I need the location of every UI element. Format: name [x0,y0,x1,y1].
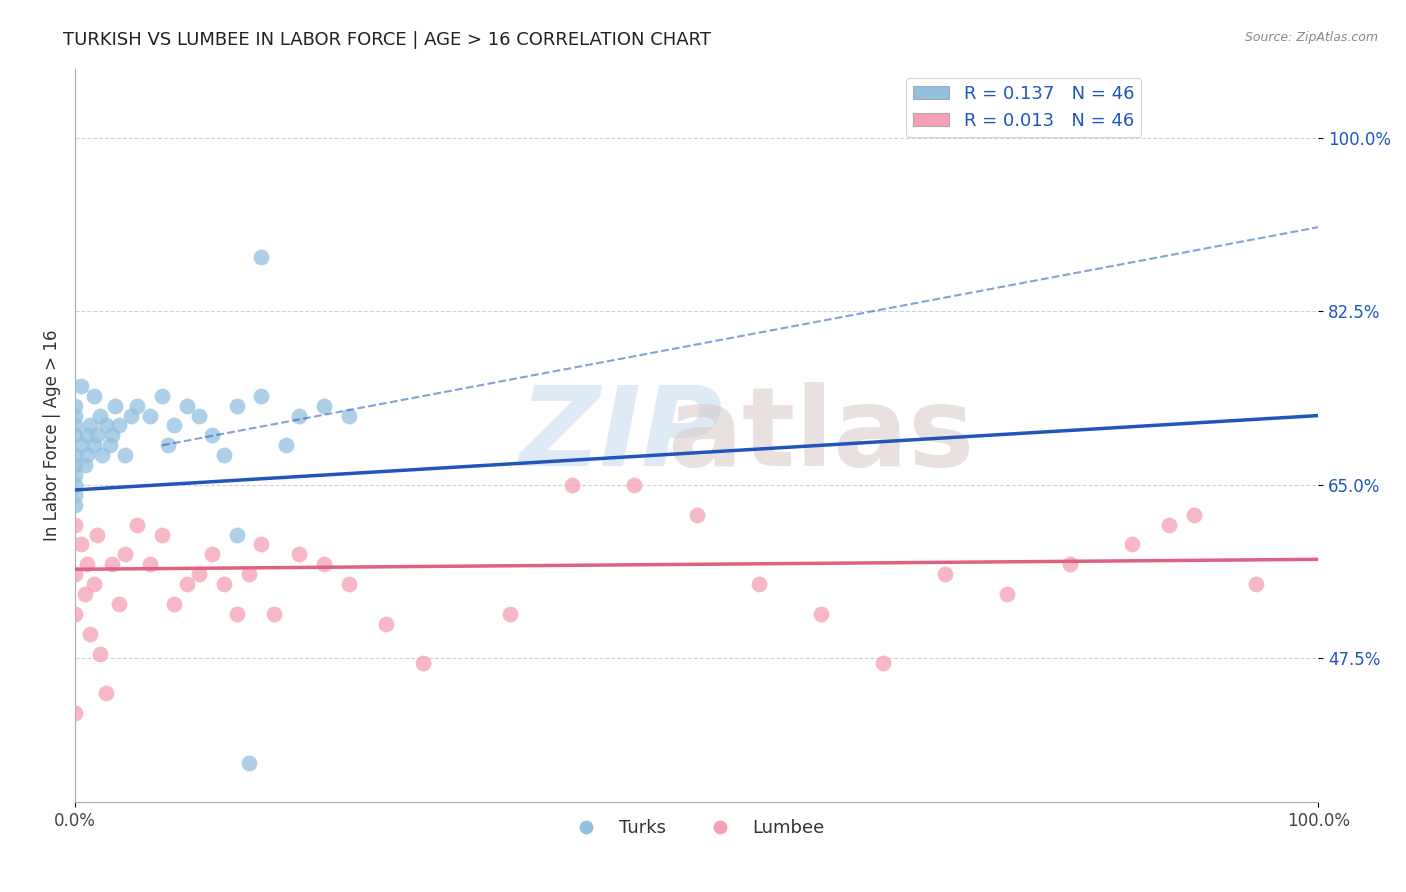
Text: TURKISH VS LUMBEE IN LABOR FORCE | AGE > 16 CORRELATION CHART: TURKISH VS LUMBEE IN LABOR FORCE | AGE >… [63,31,711,49]
Point [225,399,247,413]
Point [872,657,894,671]
Point [83,389,105,403]
Point [250,250,273,264]
Legend: Turks, Lumbee: Turks, Lumbee [561,812,832,845]
Point [91,448,114,462]
Point [685,508,707,522]
Point [263,607,285,621]
Point [1157,517,1180,532]
Point [138,558,160,572]
Point [623,478,645,492]
Point [70,438,93,452]
Point [312,399,335,413]
Point [63,488,86,502]
Point [114,548,136,562]
Point [94,418,117,433]
Point [374,616,396,631]
Point [94,686,117,700]
Point [188,409,211,423]
Point [83,438,105,452]
Point [748,577,770,591]
Point [1244,577,1267,591]
Point [63,468,86,483]
Point [107,418,129,433]
Point [1121,537,1143,551]
Point [176,577,198,591]
Point [101,428,124,442]
Point [89,647,111,661]
Point [157,438,180,452]
Point [225,527,247,541]
Point [76,558,98,572]
Point [225,607,247,621]
Point [561,478,583,492]
Point [212,577,235,591]
Point [337,577,360,591]
Point [63,607,86,621]
Point [238,756,260,770]
Point [63,409,86,423]
Point [63,706,86,720]
Point [63,517,86,532]
Point [499,607,522,621]
Point [114,448,136,462]
Point [63,478,86,492]
Point [73,458,96,472]
Point [337,409,360,423]
Point [288,548,311,562]
Point [276,438,298,452]
Point [163,418,186,433]
Point [76,428,98,442]
Point [63,498,86,512]
Point [250,537,273,551]
Point [212,448,235,462]
Point [79,626,101,640]
Point [997,587,1019,601]
Point [288,409,311,423]
Text: Source: ZipAtlas.com: Source: ZipAtlas.com [1244,31,1378,45]
Point [86,527,108,541]
Point [238,567,260,582]
Point [63,399,86,413]
Point [86,428,108,442]
Point [176,399,198,413]
Point [150,389,173,403]
Text: atlas: atlas [668,382,974,489]
Point [98,438,121,452]
Point [1059,558,1081,572]
Point [70,537,93,551]
Point [934,567,956,582]
Point [150,527,173,541]
Point [83,577,105,591]
Point [188,567,211,582]
Point [101,558,124,572]
Point [63,458,86,472]
Point [70,379,93,393]
Point [89,409,111,423]
Point [79,418,101,433]
Point [63,418,86,433]
Point [138,409,160,423]
Point [63,567,86,582]
Point [104,399,127,413]
Point [163,597,186,611]
Point [127,517,149,532]
Point [810,607,832,621]
Point [107,597,129,611]
Point [250,389,273,403]
Point [63,448,86,462]
Point [412,657,434,671]
Point [73,587,96,601]
Point [76,448,98,462]
Point [63,428,86,442]
Point [1182,508,1205,522]
Point [127,399,149,413]
Text: ZIP: ZIP [520,382,724,489]
Point [201,428,224,442]
Y-axis label: In Labor Force | Age > 16: In Labor Force | Age > 16 [44,330,60,541]
Point [312,558,335,572]
Point [120,409,142,423]
Point [201,548,224,562]
